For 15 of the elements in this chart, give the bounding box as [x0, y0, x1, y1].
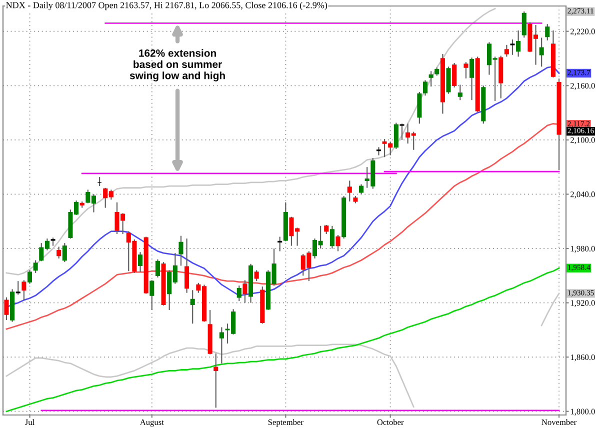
x-tick-label: November	[542, 419, 577, 426]
y-tick-label: 2,220.0	[570, 28, 595, 36]
y-tick-label: 1,860.0	[570, 354, 595, 362]
x-tick-label: Jul	[25, 419, 34, 426]
y-tick-label: 1,980.0	[570, 246, 595, 253]
y-tick-label: 2,100.0	[570, 137, 595, 144]
annotation: 162% extension based on summer swing low and high	[130, 49, 225, 82]
y-tick-label: 2,040.0	[570, 192, 595, 198]
y-tick-label: 2,160.0	[570, 82, 595, 90]
x-tick-label: August	[140, 419, 164, 427]
x-tick-label: October	[377, 419, 404, 426]
x-tick-label: September	[268, 419, 304, 427]
y-tick-label: 1,800.0	[570, 408, 595, 416]
y-tick-label: 1,920.0	[570, 300, 595, 307]
chart-title: NDX - Daily 08/11/2007 Open 2163.57, Hi 2167.81, Lo 2066.55, Close 2106.16 (-2.9%)	[6, 2, 328, 10]
